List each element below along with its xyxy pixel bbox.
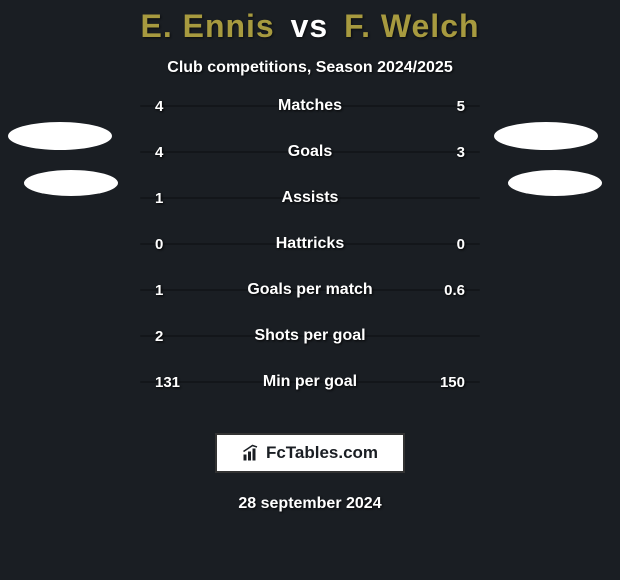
title: E. Ennis vs F. Welch bbox=[0, 8, 620, 45]
player1-name: E. Ennis bbox=[140, 8, 274, 44]
bar-track: 10.6Goals per match bbox=[140, 289, 480, 291]
stat-row: 131150Min per goal bbox=[55, 381, 565, 411]
chart-icon bbox=[242, 444, 260, 462]
subtitle: Club competitions, Season 2024/2025 bbox=[0, 59, 620, 77]
bar-track: 2Shots per goal bbox=[140, 335, 480, 337]
bar-track: 45Matches bbox=[140, 105, 480, 107]
stat-row: 45Matches bbox=[55, 105, 565, 135]
stat-row: 43Goals bbox=[55, 151, 565, 181]
stat-row: 1Assists bbox=[55, 197, 565, 227]
logo-box: FcTables.com bbox=[215, 433, 405, 473]
stat-row: 10.6Goals per match bbox=[55, 289, 565, 319]
logo-text: FcTables.com bbox=[266, 443, 378, 463]
stat-row: 00Hattricks bbox=[55, 243, 565, 273]
stat-rows: 45Matches 43Goals 1Assists 00Hattricks 10.6G… bbox=[0, 105, 620, 411]
bar-track: 1Assists bbox=[140, 197, 480, 199]
decorative-ellipse bbox=[494, 122, 598, 150]
bar-track: 00Hattricks bbox=[140, 243, 480, 245]
vs-text: vs bbox=[291, 8, 329, 44]
player2-name: F. Welch bbox=[344, 8, 479, 44]
chart-container: E. Ennis vs F. Welch Club competitions, … bbox=[0, 0, 620, 580]
bar-track: 43Goals bbox=[140, 151, 480, 153]
decorative-ellipse bbox=[508, 170, 602, 196]
bar-track: 131150Min per goal bbox=[140, 381, 480, 383]
decorative-ellipse bbox=[8, 122, 112, 150]
date: 28 september 2024 bbox=[0, 495, 620, 513]
decorative-ellipse bbox=[24, 170, 118, 196]
stat-row: 2Shots per goal bbox=[55, 335, 565, 365]
